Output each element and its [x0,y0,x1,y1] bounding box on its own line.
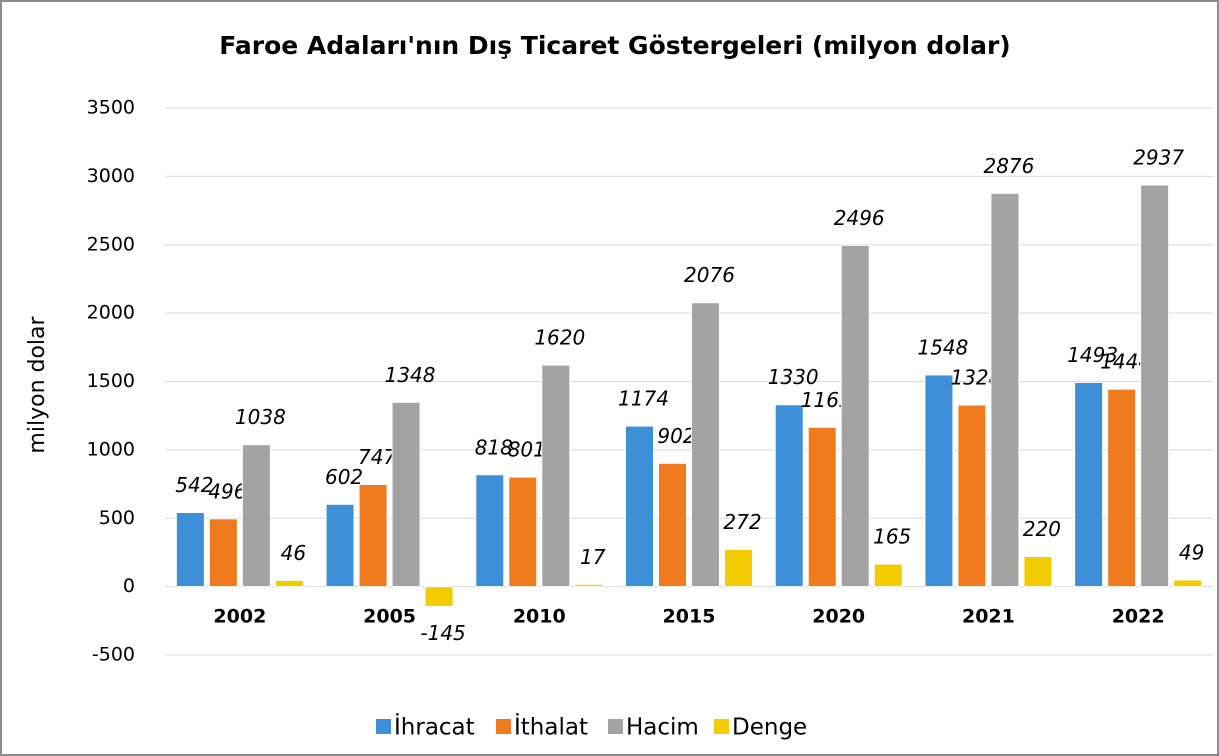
data-label: 602 [325,465,363,489]
y-tick-label: 1500 [87,370,135,392]
bar [574,583,604,588]
legend-label: Denge [732,715,807,741]
x-tick-label: 2002 [213,606,266,628]
bar [840,244,870,588]
data-label: 2496 [834,206,885,230]
bar [175,512,205,588]
y-tick-label: 2500 [87,233,135,255]
bar [325,503,355,588]
bar [990,192,1020,588]
bar [774,404,804,588]
legend-label: İhracat [394,713,475,741]
y-axis-title: milyon dolar [25,315,50,453]
bar [1074,381,1104,588]
bar [274,579,304,588]
x-tick-label: 2010 [513,606,566,628]
data-label: 1038 [235,405,286,429]
data-label: 818 [475,435,513,459]
bar [724,548,753,588]
legend-swatch [714,719,729,734]
legend-label: Hacim [626,715,699,741]
y-tick-label: -500 [92,644,135,666]
data-label: 220 [1023,517,1061,541]
x-tick-label: 2021 [962,606,1015,628]
bar [358,483,388,588]
data-label: 2076 [684,263,735,287]
legend: İhracat İthalat Hacim Denge [376,713,807,741]
bar [957,404,987,588]
data-label: 801 [508,438,546,462]
legend-swatch [608,719,623,734]
x-tick-label: 2020 [812,606,865,628]
data-label: 2876 [983,154,1034,178]
bar [475,474,505,588]
data-label: 46 [281,541,306,565]
data-label: 272 [723,510,761,534]
bar [541,364,571,588]
legend-swatch [496,719,511,734]
data-label: 17 [580,545,606,569]
legend-label: İthalat [514,713,588,741]
y-tick-label: 500 [99,507,135,529]
chart-title: Faroe Adaları'nın Dış Ticaret Göstergele… [219,31,1010,60]
bar [424,586,454,607]
bar [241,444,271,588]
bar [1023,556,1053,588]
x-tick-label: 2022 [1112,606,1165,628]
data-label: 542 [175,473,213,497]
bar [625,425,654,588]
legend-swatch [376,719,391,734]
data-label: 1620 [534,326,585,350]
bar [924,374,954,588]
bar [508,476,538,588]
data-label: 747 [358,445,396,469]
data-label: -145 [420,621,465,645]
data-label: 1348 [385,363,436,387]
data-label: 1493 [1067,343,1118,367]
bar [658,462,687,588]
data-label: 1330 [768,365,819,389]
bar [807,426,837,588]
data-label: 165 [873,525,911,549]
bar [391,401,421,588]
bar [1173,579,1203,588]
bar [873,563,903,588]
y-tick-label: 3500 [87,97,135,119]
bar [1107,388,1137,588]
data-label: 1548 [917,335,968,359]
data-label: 49 [1179,540,1204,564]
y-tick-label: 1000 [87,438,135,460]
data-label: 2937 [1133,145,1184,169]
y-tick-label: 3000 [87,165,135,187]
data-label: 1174 [618,387,669,411]
x-tick-label: 2005 [363,606,416,628]
x-tick-label: 2015 [663,606,716,628]
data-label: 902 [657,424,695,448]
y-tick-label: 2000 [87,302,135,324]
bar [691,302,720,588]
y-tick-label: 0 [123,575,135,597]
bar [208,518,238,588]
data-label: 496 [208,479,246,503]
bar [1140,184,1170,588]
